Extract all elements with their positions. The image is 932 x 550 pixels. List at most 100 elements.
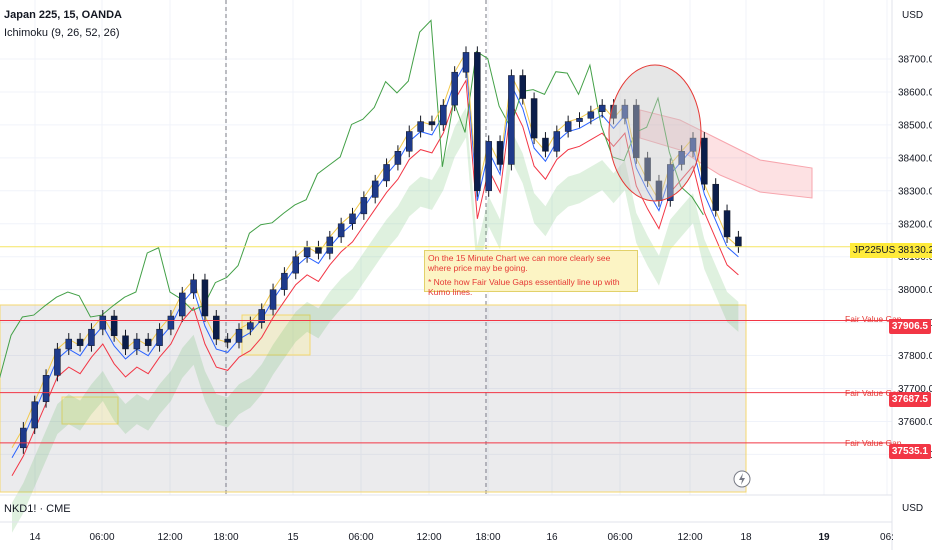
- fair-value-gap-lines: [0, 246, 892, 444]
- time-tick-label: 19: [818, 532, 830, 543]
- current-price-tag: 38130.2: [895, 243, 932, 258]
- candle-body: [235, 328, 243, 343]
- fvg-price-tag-2: 37687.5: [888, 392, 931, 407]
- price-tick-label: 38600.0: [898, 87, 932, 98]
- candle-body: [394, 151, 402, 165]
- candle-body: [428, 121, 436, 126]
- candle-body: [360, 197, 368, 215]
- candle-body: [99, 315, 107, 330]
- price-tick-label: 38400.0: [898, 153, 932, 164]
- time-tick-label: 18: [740, 532, 752, 543]
- candle-body: [383, 164, 390, 182]
- candle-body: [349, 213, 356, 225]
- fvg-box-2: [61, 396, 119, 425]
- kumo-cloud: [12, 107, 813, 533]
- time-tick-label: 06:00: [348, 532, 373, 543]
- candle-body: [133, 338, 141, 350]
- candle-body: [633, 104, 640, 159]
- time-tick-label: 12:00: [677, 532, 702, 543]
- candle-body: [508, 75, 515, 165]
- kumo-red-future: [639, 109, 813, 199]
- time-tick-label: 06:00: [607, 532, 632, 543]
- sub-chart-title[interactable]: NKD1! · CME: [4, 503, 71, 515]
- candle-body: [406, 131, 413, 152]
- candle-body: [462, 52, 470, 73]
- candle-body: [201, 279, 209, 317]
- candle-body: [712, 183, 719, 211]
- candle-body: [485, 141, 492, 192]
- time-tick-label: 06:: [880, 532, 894, 543]
- fvg-label-3: Fair Value Gap: [845, 438, 902, 448]
- annotation-line-2: * Note how Fair Value Gaps essentially l…: [428, 277, 620, 297]
- candle-body: [88, 328, 95, 346]
- candle-body: [519, 75, 526, 99]
- candle-body: [31, 401, 38, 429]
- time-tick-label: 06:00: [89, 532, 114, 543]
- candle-body: [337, 223, 345, 238]
- highlight-circle: [608, 64, 702, 202]
- time-tick-label: 16: [546, 532, 558, 543]
- annotation-line-1: On the 15 Minute Chart we can more clear…: [428, 253, 611, 273]
- price-tick-label: 37800.0: [898, 351, 932, 362]
- candle-body: [42, 375, 50, 402]
- candle-body: [564, 121, 572, 132]
- candle-body: [156, 328, 163, 346]
- price-tick-label: 38700.0: [898, 55, 932, 66]
- candle-body: [598, 104, 606, 112]
- price-tick-label: 38300.0: [898, 186, 932, 197]
- lightning-icon[interactable]: [733, 470, 751, 488]
- candle-body: [213, 315, 220, 340]
- candle-body: [292, 256, 299, 274]
- candle-body: [65, 338, 72, 350]
- fvg-price-tag-1: 37906.5: [888, 319, 931, 334]
- annotation-note[interactable]: On the 15 Minute Chart we can more clear…: [424, 250, 638, 297]
- candle-body: [281, 272, 288, 290]
- candle-body: [735, 236, 742, 248]
- indicator-label[interactable]: Ichimoku (9, 26, 52, 26): [4, 27, 120, 39]
- candle-body: [247, 322, 254, 330]
- candle-body: [303, 246, 311, 257]
- chart-title[interactable]: Japan 225, 15, OANDA: [4, 9, 122, 21]
- candle-body: [371, 180, 379, 198]
- candles: [20, 46, 742, 454]
- candle-body: [54, 348, 61, 376]
- candle-body: [20, 427, 27, 449]
- time-tick-label: 12:00: [416, 532, 441, 543]
- candle-body: [587, 111, 595, 119]
- candle-body: [644, 157, 651, 182]
- kijun-line: [11, 78, 739, 477]
- candle-body: [530, 98, 538, 139]
- candle-body: [667, 164, 674, 201]
- candle-body: [258, 309, 265, 323]
- time-tick-label: 15: [287, 532, 299, 543]
- current-symbol-tag: JP225USD: [850, 243, 906, 258]
- candle-body: [496, 141, 504, 165]
- candle-body: [269, 289, 277, 310]
- candle-body: [76, 338, 84, 346]
- candle-body: [689, 137, 697, 152]
- currency-label-bottom[interactable]: USD: [902, 503, 924, 514]
- time-tick-label: 12:00: [157, 532, 182, 543]
- candle-body: [224, 338, 231, 343]
- fvg-label-2: Fair Value Gap: [845, 388, 902, 398]
- fvg-label-1: Fair Value Gap: [845, 314, 902, 324]
- candle-body: [576, 118, 583, 122]
- fvg-price-tag-3: 37535.1: [888, 444, 931, 459]
- currency-label-top[interactable]: USD: [902, 10, 924, 21]
- candle-body: [701, 137, 708, 185]
- price-tick-label: 38000.0: [898, 285, 932, 296]
- grid: [0, 0, 892, 495]
- price-tick-label: 38200.0: [898, 219, 932, 230]
- chikou-line: [0, 19, 704, 379]
- candle-body: [723, 210, 731, 238]
- candle-body: [326, 236, 334, 254]
- kumo-green: [12, 107, 739, 533]
- candle-body: [167, 315, 175, 330]
- candle-body: [542, 137, 549, 152]
- candle-body: [179, 292, 186, 317]
- candle-body: [417, 121, 424, 132]
- candle-body: [621, 104, 629, 119]
- time-tick-label: 18:00: [213, 532, 238, 543]
- candle-body: [553, 131, 561, 152]
